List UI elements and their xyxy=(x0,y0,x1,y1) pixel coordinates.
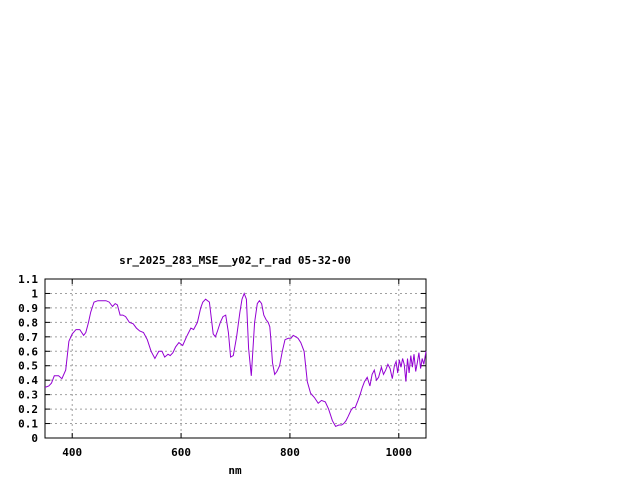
x-axis-label: nm xyxy=(228,464,242,477)
x-tick-label: 800 xyxy=(280,446,300,459)
y-tick-label: 0.2 xyxy=(18,403,38,416)
y-tick-label: 0 xyxy=(31,432,38,445)
series-line xyxy=(44,292,427,428)
y-tick-label: 0.1 xyxy=(18,418,38,431)
chart-title: sr_2025_283_MSE__y02_r_rad 05-32-00 xyxy=(119,254,351,267)
grid-lines xyxy=(45,279,426,438)
series-marks xyxy=(44,292,427,428)
y-tick-label: 0.4 xyxy=(18,374,38,387)
y-tick-label: 0.6 xyxy=(18,345,38,358)
y-tick-label: 0.7 xyxy=(18,331,38,344)
y-tick-label: 0.3 xyxy=(18,389,38,402)
y-tick-label: 1 xyxy=(31,287,38,300)
y-tick-label: 1.1 xyxy=(18,273,38,286)
x-tick-label: 400 xyxy=(62,446,82,459)
x-tick-label: 600 xyxy=(171,446,191,459)
y-tick-label: 0.9 xyxy=(18,302,38,315)
plot-frame xyxy=(44,278,427,439)
axes: 00.1 0.20.3 0.40.5 0.60.7 0.80.9 11.1 400 600 80… xyxy=(18,273,427,459)
y-tick-label: 0.5 xyxy=(18,360,38,373)
y-tick-label: 0.8 xyxy=(18,316,38,329)
x-tick-label: 1000 xyxy=(386,446,413,459)
